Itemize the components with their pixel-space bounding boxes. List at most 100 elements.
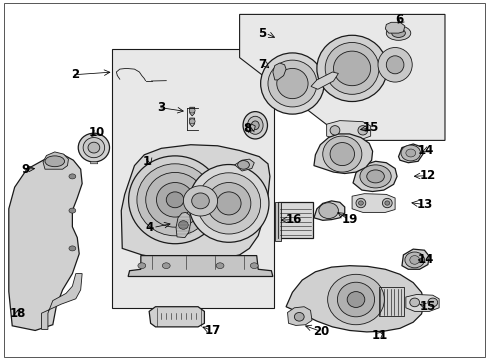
Ellipse shape [251, 121, 259, 130]
Ellipse shape [267, 60, 316, 107]
Text: 11: 11 [371, 329, 387, 342]
Ellipse shape [316, 35, 386, 102]
Ellipse shape [337, 282, 374, 317]
Ellipse shape [206, 183, 250, 224]
Text: 15: 15 [362, 121, 378, 134]
Ellipse shape [250, 263, 258, 269]
Ellipse shape [333, 51, 370, 86]
Ellipse shape [189, 108, 195, 113]
Text: 1: 1 [142, 156, 151, 168]
Ellipse shape [128, 156, 221, 244]
Text: 14: 14 [417, 253, 433, 266]
Ellipse shape [386, 56, 403, 74]
Polygon shape [189, 118, 194, 127]
Ellipse shape [162, 263, 170, 269]
Bar [277, 202, 312, 238]
Polygon shape [9, 155, 82, 330]
Text: 8: 8 [243, 122, 251, 135]
Polygon shape [90, 161, 98, 164]
Text: 17: 17 [204, 324, 220, 337]
Ellipse shape [355, 198, 365, 208]
Polygon shape [41, 274, 82, 329]
Text: 5: 5 [258, 27, 266, 40]
Ellipse shape [329, 143, 354, 166]
Polygon shape [176, 212, 190, 238]
Polygon shape [272, 63, 285, 80]
Ellipse shape [197, 173, 260, 234]
Polygon shape [246, 124, 255, 132]
Ellipse shape [216, 192, 241, 215]
Ellipse shape [327, 274, 384, 325]
Text: 3: 3 [157, 101, 165, 114]
Text: 19: 19 [341, 213, 357, 226]
Ellipse shape [294, 312, 304, 321]
Text: 14: 14 [417, 144, 433, 157]
Text: 16: 16 [285, 213, 302, 226]
Ellipse shape [156, 183, 193, 217]
Ellipse shape [189, 119, 195, 124]
Text: 13: 13 [416, 198, 432, 211]
Ellipse shape [404, 252, 424, 268]
Ellipse shape [138, 263, 145, 269]
Polygon shape [313, 201, 344, 220]
Ellipse shape [260, 53, 324, 114]
Polygon shape [149, 307, 204, 327]
Ellipse shape [188, 165, 268, 242]
Text: 7: 7 [258, 58, 266, 71]
Polygon shape [313, 134, 372, 174]
Polygon shape [385, 22, 404, 33]
Polygon shape [310, 72, 338, 89]
Ellipse shape [237, 161, 249, 169]
Text: 2: 2 [71, 68, 79, 81]
Ellipse shape [377, 48, 411, 82]
Polygon shape [378, 58, 410, 72]
Text: 18: 18 [10, 307, 26, 320]
Text: 20: 20 [312, 325, 328, 338]
Polygon shape [128, 256, 272, 276]
Bar [274, 202, 280, 241]
Text: 15: 15 [419, 300, 435, 313]
Polygon shape [239, 14, 444, 140]
Ellipse shape [183, 186, 217, 216]
Ellipse shape [191, 193, 209, 209]
Ellipse shape [243, 112, 267, 139]
Ellipse shape [384, 201, 389, 205]
Text: 6: 6 [394, 13, 403, 26]
Text: 12: 12 [419, 169, 435, 182]
Ellipse shape [405, 149, 415, 157]
Ellipse shape [329, 126, 339, 135]
Bar [378, 287, 404, 316]
Ellipse shape [78, 133, 109, 162]
Ellipse shape [322, 136, 361, 172]
Ellipse shape [382, 198, 391, 208]
Ellipse shape [427, 298, 437, 307]
Ellipse shape [137, 164, 213, 236]
Ellipse shape [409, 298, 419, 307]
Ellipse shape [166, 192, 183, 208]
Ellipse shape [216, 263, 224, 269]
Ellipse shape [247, 116, 263, 134]
Ellipse shape [88, 142, 100, 153]
Polygon shape [285, 266, 424, 332]
Ellipse shape [359, 165, 390, 188]
Ellipse shape [276, 68, 307, 99]
Polygon shape [326, 121, 370, 140]
Ellipse shape [69, 174, 76, 179]
Ellipse shape [178, 221, 188, 229]
Ellipse shape [346, 292, 364, 307]
Polygon shape [351, 194, 394, 212]
Polygon shape [189, 107, 194, 116]
Ellipse shape [69, 208, 76, 213]
Polygon shape [398, 144, 422, 163]
Text: 10: 10 [89, 126, 105, 139]
Ellipse shape [357, 126, 367, 135]
Ellipse shape [45, 156, 64, 167]
Polygon shape [121, 145, 269, 260]
Ellipse shape [386, 26, 410, 40]
Ellipse shape [409, 256, 419, 264]
Ellipse shape [358, 201, 363, 205]
Ellipse shape [325, 42, 378, 94]
Polygon shape [401, 249, 428, 269]
Polygon shape [43, 152, 68, 169]
Ellipse shape [366, 170, 384, 183]
